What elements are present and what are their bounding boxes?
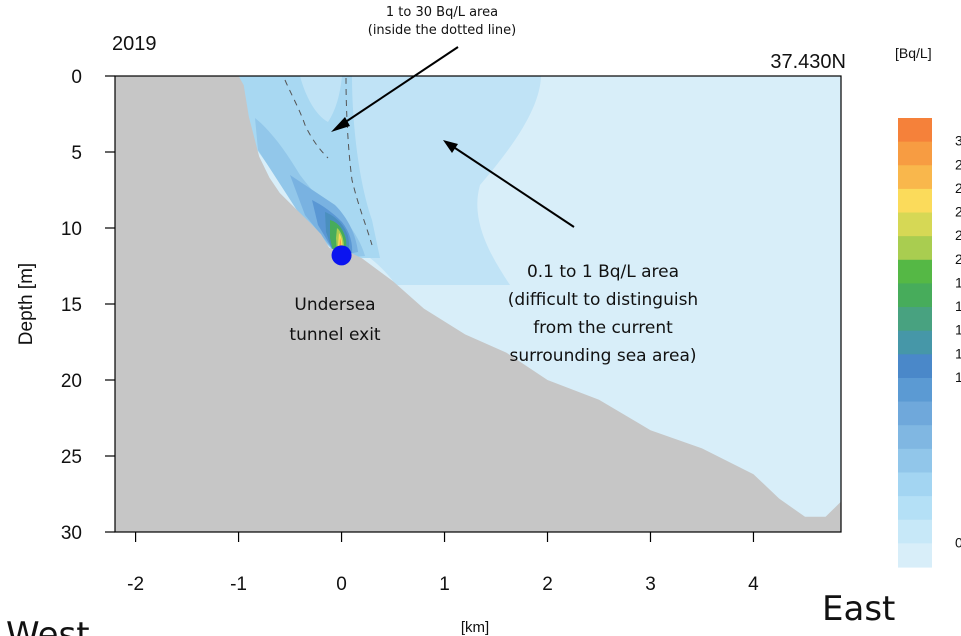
colorbar-swatch [898, 448, 932, 474]
colorbar-swatch [898, 425, 932, 450]
wide-area-label-line4: surrounding sea area) [509, 346, 696, 366]
colorbar-swatch [898, 472, 932, 497]
x-tick-label: 4 [748, 574, 759, 595]
colorbar: 3 2 2 2 2 2 1 1 1 1 1 0 [898, 118, 961, 568]
colorbar-label: 2 [955, 251, 961, 267]
colorbar-label: 2 [955, 156, 961, 172]
colorbar-swatch [898, 283, 932, 308]
colorbar-swatch [898, 496, 932, 521]
seabed-terrain [115, 76, 841, 532]
tunnel-label-line1: Undersea [294, 295, 375, 315]
arrow-to-dotted-area [337, 46, 459, 128]
colorbar-swatch [898, 543, 932, 568]
wide-area-label-line1: 0.1 to 1 Bq/L area [527, 262, 679, 282]
x-tick-label: 2 [542, 574, 553, 595]
colorbar-unit-label: [Bq/L] [895, 45, 932, 61]
x-tick-label: -2 [127, 574, 144, 595]
y-tick-label: 15 [61, 295, 82, 316]
colorbar-swatch [898, 354, 932, 379]
dotted-line-right [345, 77, 373, 246]
west-label: West [6, 615, 90, 636]
y-tick-label: 30 [61, 523, 82, 544]
colorbar-label: 1 [955, 298, 961, 314]
tunnel-exit-marker [331, 245, 352, 266]
x-axis-label: [km] [461, 619, 489, 636]
colorbar-swatch [898, 259, 932, 285]
year-label: 2019 [112, 33, 157, 55]
colorbar-swatch [898, 236, 932, 261]
plot-area [115, 76, 841, 532]
dotted-area-label-line2: (inside the dotted line) [368, 23, 516, 38]
colorbar-swatch [898, 377, 932, 403]
colorbar-label: 2 [955, 227, 961, 243]
colorbar-swatch [898, 212, 932, 237]
wide-area-label-line2: (difficult to distinguish [508, 290, 698, 310]
colorbar-swatch [898, 519, 932, 544]
colorbar-swatch [898, 330, 932, 355]
east-label: East [822, 589, 895, 629]
colorbar-label: 1 [955, 274, 961, 290]
latitude-label: 37.430N [770, 51, 846, 73]
colorbar-swatch [898, 165, 932, 190]
dotted-line-left [284, 79, 329, 159]
x-tick-label: 0 [336, 574, 347, 595]
colorbar-label: 1 [955, 369, 961, 385]
x-tick-label: 1 [439, 574, 450, 595]
y-axis-label: Depth [m] [16, 263, 37, 345]
x-tick-label: -1 [230, 574, 247, 595]
y-tick-label: 10 [61, 219, 82, 240]
colorbar-label: 2 [955, 180, 961, 196]
colorbar-label: 3 [955, 133, 961, 149]
colorbar-swatch [898, 307, 932, 332]
wide-area-label-line3: from the current [533, 318, 673, 338]
colorbar-swatch [898, 401, 932, 426]
colorbar-swatch [898, 118, 932, 143]
arrow-to-wide-area [451, 145, 575, 228]
colorbar-swatch [898, 188, 932, 214]
y-tick-label: 25 [61, 447, 82, 468]
colorbar-label: 0 [955, 534, 961, 550]
axes: -2 -1 0 1 2 3 4 0 5 10 15 20 25 30 [61, 67, 759, 595]
y-tick-label: 20 [61, 371, 82, 392]
tunnel-label-line2: tunnel exit [289, 325, 381, 345]
colorbar-swatch [898, 141, 932, 166]
y-tick-label: 5 [71, 143, 82, 164]
colorbar-label: 1 [955, 345, 961, 361]
arrow-to-dotted-area-head [331, 117, 350, 132]
colorbar-label: 2 [955, 204, 961, 220]
dotted-area-label-line1: 1 to 30 Bq/L area [386, 5, 498, 20]
arrow-to-wide-area-head [443, 140, 458, 153]
x-tick-label: 3 [645, 574, 656, 595]
y-tick-label: 0 [71, 67, 82, 88]
colorbar-label: 1 [955, 322, 961, 338]
